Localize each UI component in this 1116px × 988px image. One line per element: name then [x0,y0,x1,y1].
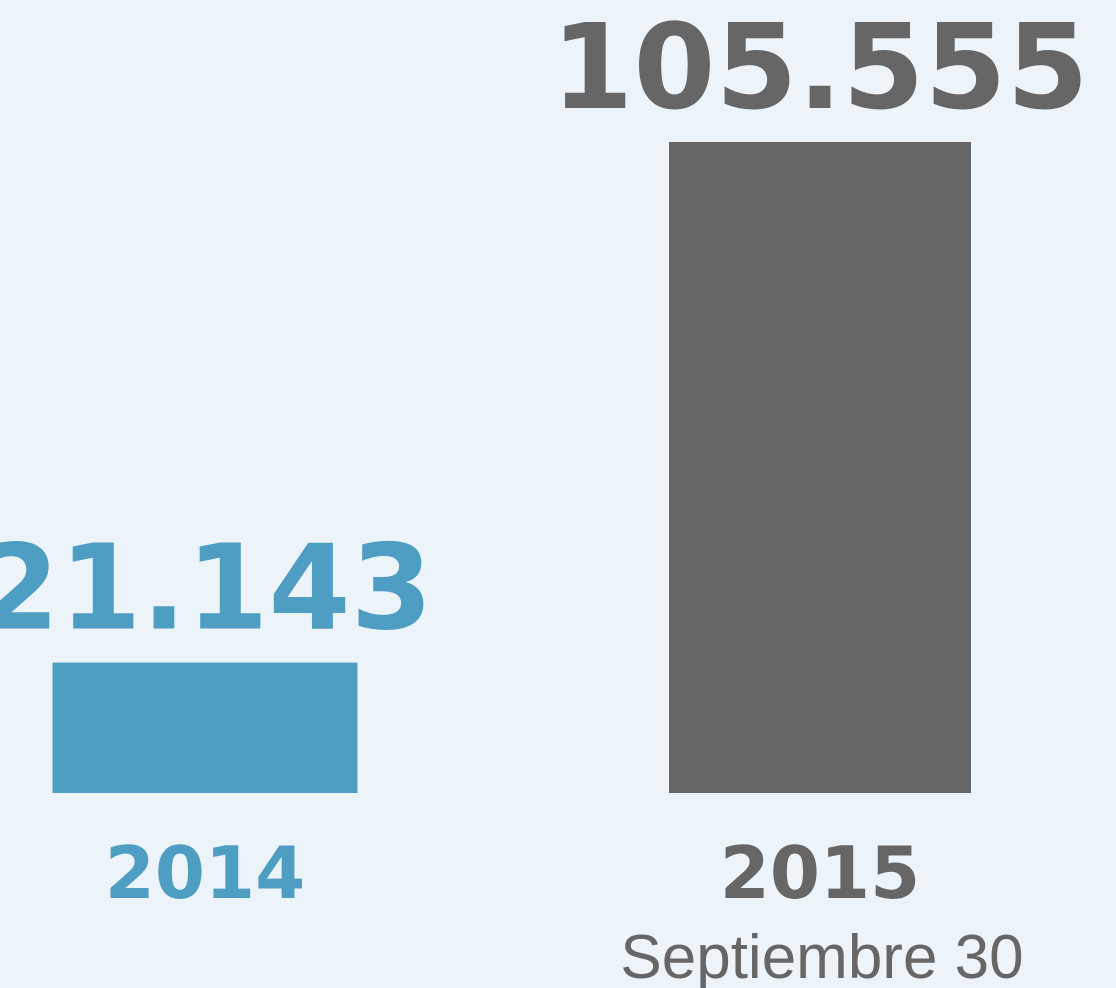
bar [669,142,971,793]
category-label: 2015 [720,831,920,915]
value-label: 105.555 [551,0,1088,136]
annotation: Septiembre 30 [620,923,1023,988]
value-label: 21.143 [0,519,433,657]
category-label: 2014 [105,831,305,915]
bar [52,662,358,793]
